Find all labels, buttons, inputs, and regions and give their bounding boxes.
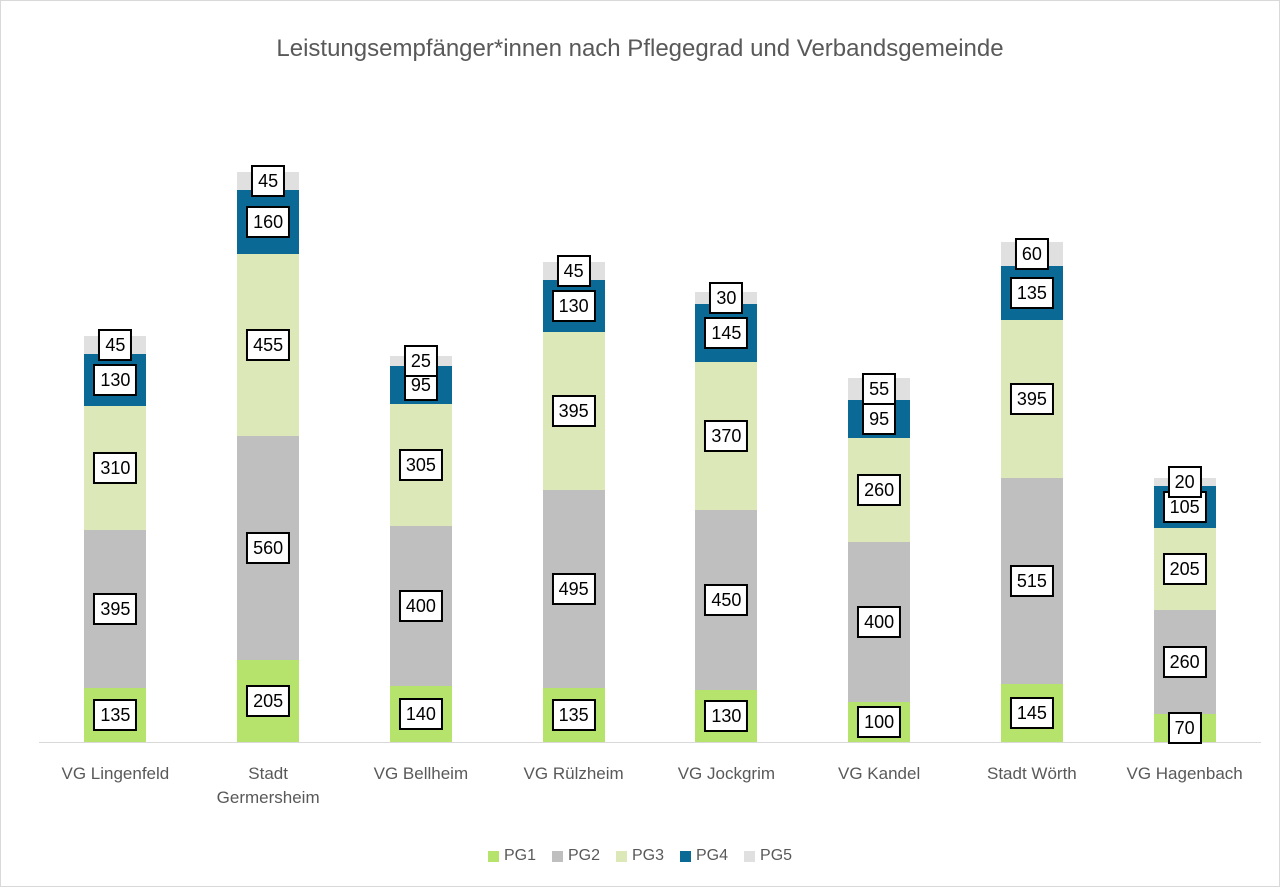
data-label: 260: [1162, 646, 1207, 678]
x-tick-label: VG Lingenfeld: [61, 764, 170, 783]
x-axis: [39, 742, 1261, 743]
data-label: 260: [857, 474, 902, 506]
chart-title: Leistungsempfänger*innen nach Pflegegrad…: [276, 35, 1004, 62]
x-tick-label: Stadt Wörth: [986, 764, 1077, 783]
data-label: 55: [862, 373, 897, 405]
data-label: 45: [556, 255, 591, 287]
data-label: 100: [857, 706, 902, 738]
data-label: 130: [704, 700, 749, 732]
legend: PG1 PG2 PG3 PG4 PG5: [1, 847, 1279, 865]
data-label: 305: [398, 449, 443, 481]
legend-item: PG2: [551, 847, 600, 865]
data-label: 395: [93, 593, 138, 625]
data-label: 310: [93, 452, 138, 484]
data-label: 95: [862, 403, 897, 435]
data-label: 140: [398, 698, 443, 730]
data-label: 160: [246, 206, 291, 238]
legend-label: PG2: [567, 847, 600, 864]
x-tick-label: VG Jockgrim: [677, 764, 776, 783]
legend-label: PG1: [503, 847, 536, 864]
data-label: 60: [1014, 238, 1049, 270]
legend-swatch: [487, 850, 499, 862]
data-label: 130: [551, 290, 596, 322]
x-tick-label: VG Bellheim: [373, 764, 469, 783]
data-label: 560: [246, 532, 291, 564]
data-label: 70: [1167, 712, 1202, 744]
data-label: 135: [1009, 277, 1054, 309]
legend-label: PG3: [631, 847, 664, 864]
data-label: 400: [857, 606, 902, 638]
data-label: 20: [1167, 466, 1202, 498]
data-label: 450: [704, 584, 749, 616]
data-label: 145: [704, 317, 749, 349]
data-label: 370: [704, 420, 749, 452]
legend-swatch: [615, 850, 627, 862]
legend-swatch: [551, 850, 563, 862]
data-label: 205: [246, 685, 291, 717]
x-tick-label: VG Rülzheim: [523, 764, 624, 783]
data-label: 395: [551, 395, 596, 427]
legend-item: PG4: [680, 847, 728, 865]
data-label: 45: [98, 329, 133, 361]
legend-label: PG5: [760, 847, 793, 864]
data-label: 515: [1009, 565, 1054, 597]
data-label: 145: [1009, 697, 1054, 729]
x-tick-label: VG Hagenbach: [1126, 764, 1243, 783]
data-label: 30: [709, 282, 744, 314]
data-label: 135: [93, 699, 138, 731]
legend-item: PG1: [487, 847, 536, 865]
data-label: 135: [551, 699, 596, 731]
legend-swatch: [744, 850, 756, 862]
data-label: 130: [93, 364, 138, 396]
data-label: 205: [1162, 553, 1207, 585]
x-tick-label: Stadt Germersheim: [216, 764, 320, 807]
legend-swatch: [680, 850, 691, 862]
data-label: 25: [403, 345, 438, 377]
data-label: 45: [251, 165, 286, 197]
legend-item: PG5: [744, 847, 792, 865]
data-label: 495: [551, 573, 596, 605]
legend-item: PG3: [615, 847, 664, 865]
data-label: 400: [398, 590, 443, 622]
legend-label: PG4: [696, 847, 729, 864]
data-label: 455: [246, 329, 291, 361]
x-tick-label: VG Kandel: [838, 764, 921, 783]
data-label: 395: [1009, 383, 1054, 415]
